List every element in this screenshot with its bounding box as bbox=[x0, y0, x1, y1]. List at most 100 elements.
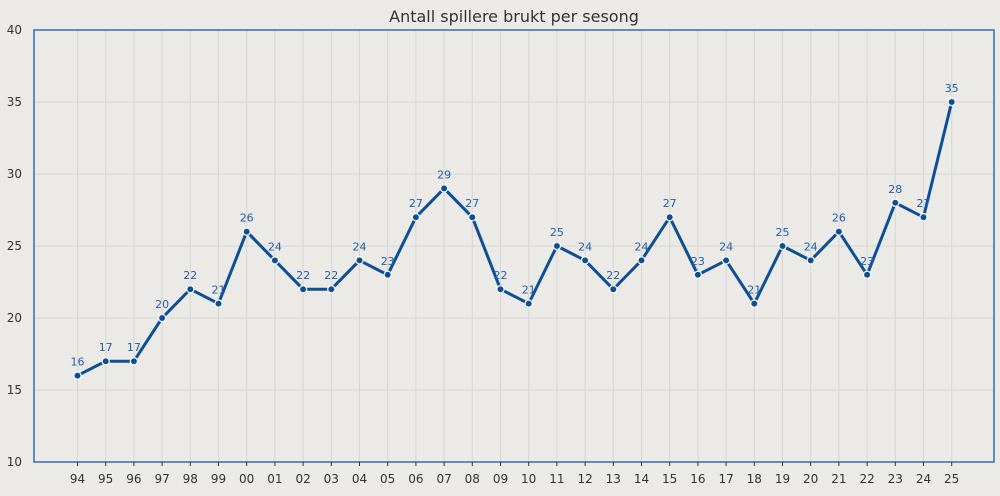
data-label: 27 bbox=[409, 197, 423, 210]
data-label: 22 bbox=[494, 269, 508, 282]
data-label: 22 bbox=[183, 269, 197, 282]
data-label: 24 bbox=[635, 240, 649, 253]
data-point bbox=[383, 270, 392, 279]
data-point bbox=[270, 256, 280, 265]
x-tick-label: 94 bbox=[70, 472, 85, 486]
chart-title: Antall spillere brukt per sesong bbox=[389, 7, 639, 26]
data-label: 23 bbox=[860, 255, 874, 268]
x-tick-label: 97 bbox=[154, 472, 169, 486]
data-point bbox=[214, 299, 223, 308]
data-label: 17 bbox=[127, 341, 141, 354]
data-point bbox=[778, 241, 787, 251]
data-label: 22 bbox=[296, 269, 310, 282]
data-label: 26 bbox=[832, 212, 846, 225]
x-tick-label: 96 bbox=[126, 472, 141, 486]
data-point bbox=[609, 285, 618, 294]
data-point bbox=[834, 227, 844, 236]
x-tick-label: 08 bbox=[465, 472, 480, 486]
x-tick-label: 18 bbox=[747, 472, 762, 486]
data-label: 20 bbox=[155, 298, 169, 311]
x-tick-label: 21 bbox=[831, 472, 846, 486]
y-tick-label: 20 bbox=[7, 311, 22, 325]
data-point bbox=[862, 270, 872, 279]
data-label: 35 bbox=[945, 82, 959, 95]
data-point bbox=[439, 184, 449, 193]
data-label: 28 bbox=[888, 183, 902, 196]
data-label: 27 bbox=[917, 197, 931, 210]
data-label: 23 bbox=[691, 255, 705, 268]
y-axis-ticks: 10 15 20 25 30 35 40 bbox=[7, 23, 22, 469]
data-point bbox=[242, 227, 251, 236]
x-tick-label: 15 bbox=[662, 472, 677, 486]
data-point bbox=[186, 285, 195, 294]
data-label: 27 bbox=[663, 197, 677, 210]
data-label: 24 bbox=[719, 240, 733, 253]
data-point bbox=[468, 212, 477, 222]
data-point bbox=[750, 299, 759, 308]
data-point bbox=[637, 256, 646, 265]
x-tick-label: 05 bbox=[380, 472, 395, 486]
data-label: 22 bbox=[606, 269, 620, 282]
data-labels: 16 17 17 20 22 21 26 24 22 22 24 23 27 29 27 22 21 25 24 22… bbox=[71, 82, 959, 369]
data-label: 21 bbox=[747, 284, 761, 297]
data-point bbox=[947, 97, 956, 107]
data-point bbox=[327, 285, 336, 294]
x-tick-label: 13 bbox=[606, 472, 621, 486]
x-tick-label: 16 bbox=[690, 472, 705, 486]
x-tick-label: 06 bbox=[408, 472, 423, 486]
data-point bbox=[101, 357, 110, 366]
data-label: 23 bbox=[381, 255, 395, 268]
data-label: 24 bbox=[578, 240, 592, 253]
data-point bbox=[524, 299, 533, 308]
data-point bbox=[552, 241, 562, 251]
series-line bbox=[76, 101, 954, 377]
data-point bbox=[496, 285, 505, 294]
data-label: 21 bbox=[212, 284, 226, 297]
data-label: 24 bbox=[353, 240, 367, 253]
data-point bbox=[129, 357, 139, 366]
data-label: 24 bbox=[804, 240, 818, 253]
data-point bbox=[919, 212, 928, 222]
x-tick-label: 04 bbox=[352, 472, 367, 486]
data-label: 16 bbox=[71, 356, 85, 369]
y-tick-label: 30 bbox=[7, 167, 22, 181]
data-label: 21 bbox=[522, 284, 536, 297]
x-tick-label: 00 bbox=[239, 472, 254, 486]
x-tick-label: 09 bbox=[493, 472, 508, 486]
data-label: 29 bbox=[437, 168, 451, 181]
data-label: 25 bbox=[776, 226, 790, 239]
x-tick-label: 02 bbox=[295, 472, 310, 486]
data-point bbox=[355, 256, 364, 265]
x-tick-label: 07 bbox=[436, 472, 451, 486]
y-tick-label: 40 bbox=[7, 23, 22, 37]
data-label: 22 bbox=[324, 269, 338, 282]
x-tick-label: 01 bbox=[267, 472, 282, 486]
data-label: 25 bbox=[550, 226, 564, 239]
x-tick-label: 20 bbox=[803, 472, 818, 486]
data-point bbox=[721, 256, 731, 265]
x-tick-label: 25 bbox=[944, 472, 959, 486]
data-points bbox=[73, 97, 956, 380]
y-tick-label: 10 bbox=[7, 455, 22, 469]
x-tick-label: 98 bbox=[183, 472, 198, 486]
x-axis-ticks: 94 95 96 97 98 99 00 01 02 03 04 05 06 07 08 09 10 11 12 13… bbox=[70, 462, 959, 486]
x-tick-label: 22 bbox=[859, 472, 874, 486]
data-label: 17 bbox=[99, 341, 113, 354]
x-tick-label: 17 bbox=[718, 472, 733, 486]
data-point bbox=[298, 285, 308, 294]
data-point bbox=[411, 212, 421, 222]
x-tick-label: 19 bbox=[775, 472, 790, 486]
data-point bbox=[580, 256, 590, 265]
data-label: 27 bbox=[465, 197, 479, 210]
data-point bbox=[806, 256, 815, 265]
y-tick-label: 15 bbox=[7, 383, 22, 397]
y-tick-label: 25 bbox=[7, 239, 22, 253]
x-tick-label: 11 bbox=[549, 472, 564, 486]
x-tick-label: 95 bbox=[98, 472, 113, 486]
y-tick-label: 35 bbox=[7, 95, 22, 109]
x-tick-label: 24 bbox=[916, 472, 931, 486]
plot-frame bbox=[33, 29, 995, 463]
data-point bbox=[157, 313, 167, 323]
